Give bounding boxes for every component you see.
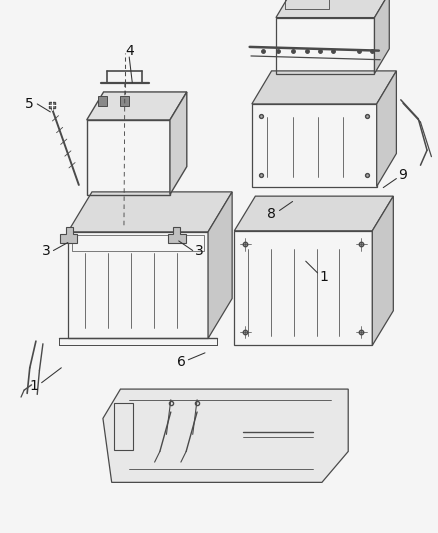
Bar [234,231,372,345]
Text: 8: 8 [267,207,276,221]
Polygon shape [372,196,393,345]
Bar [72,235,204,251]
Polygon shape [168,227,186,243]
Polygon shape [252,71,396,104]
Bar [98,96,107,106]
Polygon shape [170,92,187,195]
Text: 3: 3 [42,244,50,257]
Polygon shape [377,71,396,187]
Bar [87,120,170,195]
Polygon shape [103,389,348,482]
Polygon shape [60,227,77,243]
Text: 1: 1 [320,270,328,284]
Bar [285,0,329,9]
Bar [252,104,377,187]
Bar [276,18,374,74]
Polygon shape [276,0,389,18]
Polygon shape [87,92,187,120]
Polygon shape [68,192,232,232]
Bar [68,232,208,338]
Text: 5: 5 [25,97,34,111]
Text: 4: 4 [125,44,134,58]
Polygon shape [208,192,232,338]
Polygon shape [374,0,389,74]
Text: 1: 1 [30,379,39,393]
Polygon shape [234,196,393,231]
Text: 3: 3 [195,244,204,257]
Text: 9: 9 [399,168,407,182]
Bar [120,96,129,106]
Text: 6: 6 [177,356,186,369]
